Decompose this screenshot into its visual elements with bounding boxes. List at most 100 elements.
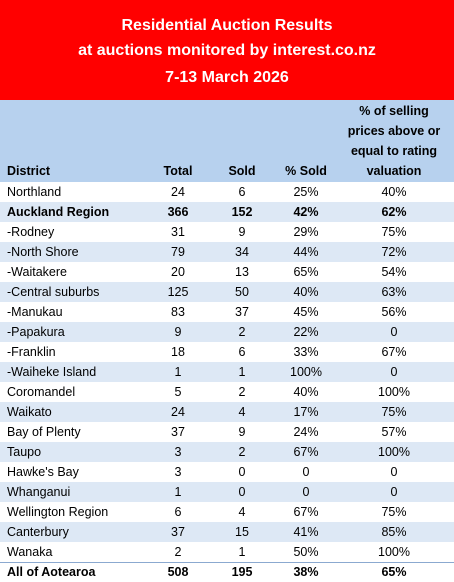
cell-total: 79	[171, 245, 185, 259]
cell-total: 9	[174, 325, 182, 339]
cell-total: 1	[174, 365, 182, 379]
cell-district: Waikato	[7, 405, 52, 419]
cell-district: Hawke's Bay	[7, 465, 79, 479]
cell-valuation: 85%	[381, 525, 407, 539]
cell-valuation: 40%	[381, 185, 407, 199]
cell-pct-sold: 42%	[293, 205, 319, 219]
cell-valuation: 100%	[378, 445, 410, 459]
cell-pct-sold: 0	[302, 485, 310, 499]
cell-district: Coromandel	[7, 385, 76, 399]
column-header-district: District	[7, 164, 51, 178]
table-row: -Franklin 18 6 33% 67%	[0, 342, 454, 362]
table-row: -Waitakere 20 13 65% 54%	[0, 262, 454, 282]
cell-sold: 1	[238, 365, 246, 379]
cell-total: 1	[174, 485, 182, 499]
cell-pct-sold: 45%	[293, 305, 319, 319]
cell-valuation: 72%	[381, 245, 407, 259]
cell-district: Wellington Region	[7, 505, 109, 519]
cell-sold: 2	[238, 385, 246, 399]
totals-district: All of Aotearoa	[7, 565, 96, 579]
cell-pct-sold: 40%	[293, 385, 319, 399]
column-header-valuation: % of selling prices above or equal to ra…	[338, 101, 450, 181]
cell-district: -North Shore	[7, 245, 79, 259]
totals-pct-sold: 38%	[293, 565, 319, 579]
valuation-header-line: valuation	[366, 164, 422, 178]
table-row: -Papakura 9 2 22% 0	[0, 322, 454, 342]
cell-valuation: 100%	[378, 545, 410, 559]
cell-district: Auckland Region	[7, 205, 110, 219]
cell-sold: 6	[238, 185, 246, 199]
column-header-pct-sold: % Sold	[285, 164, 327, 178]
cell-district: Whanganui	[7, 485, 71, 499]
table-row: Wellington Region 6 4 67% 75%	[0, 502, 454, 522]
cell-total: 2	[174, 545, 182, 559]
cell-total: 125	[167, 285, 189, 299]
valuation-header-line: equal to rating	[350, 144, 438, 158]
cell-sold: 0	[238, 485, 246, 499]
cell-valuation: 75%	[381, 405, 407, 419]
cell-district: Canterbury	[7, 525, 69, 539]
cell-sold: 34	[235, 245, 249, 259]
cell-valuation: 75%	[381, 225, 407, 239]
table-row: Waikato 24 4 17% 75%	[0, 402, 454, 422]
table-row: Whanganui 1 0 0 0	[0, 482, 454, 502]
valuation-header-line: prices above or	[347, 124, 441, 138]
cell-total: 83	[171, 305, 185, 319]
cell-sold: 2	[238, 445, 246, 459]
cell-total: 6	[174, 505, 182, 519]
cell-district: -Rodney	[7, 225, 55, 239]
cell-district: -Manukau	[7, 305, 63, 319]
table-row: Canterbury 37 15 41% 85%	[0, 522, 454, 542]
cell-pct-sold: 29%	[293, 225, 319, 239]
cell-pct-sold: 100%	[290, 365, 322, 379]
totals-total: 508	[167, 565, 189, 579]
cell-valuation: 0	[390, 325, 398, 339]
valuation-header-line: % of selling	[359, 104, 429, 118]
totals-sold: 195	[231, 565, 253, 579]
table-row: Northland 24 6 25% 40%	[0, 182, 454, 202]
table-row: -Central suburbs 125 50 40% 63%	[0, 282, 454, 302]
cell-district: Northland	[7, 185, 62, 199]
cell-valuation: 75%	[381, 505, 407, 519]
table-row: -North Shore 79 34 44% 72%	[0, 242, 454, 262]
table-row: Auckland Region 366 152 42% 62%	[0, 202, 454, 222]
cell-total: 37	[171, 425, 185, 439]
table-row: -Rodney 31 9 29% 75%	[0, 222, 454, 242]
cell-pct-sold: 40%	[293, 285, 319, 299]
cell-sold: 152	[231, 205, 253, 219]
table-row: Hawke's Bay 3 0 0 0	[0, 462, 454, 482]
cell-sold: 0	[238, 465, 246, 479]
table-body: Northland 24 6 25% 40% Auckland Region 366 152 4…	[0, 182, 454, 562]
cell-sold: 4	[238, 405, 246, 419]
cell-sold: 37	[235, 305, 249, 319]
cell-pct-sold: 22%	[293, 325, 319, 339]
table-row: Taupo 3 2 67% 100%	[0, 442, 454, 462]
cell-sold: 1	[238, 545, 246, 559]
cell-sold: 15	[235, 525, 249, 539]
cell-sold: 4	[238, 505, 246, 519]
cell-pct-sold: 24%	[293, 425, 319, 439]
column-header-sold: Sold	[228, 164, 256, 178]
cell-valuation: 100%	[378, 385, 410, 399]
cell-total: 24	[171, 185, 185, 199]
cell-total: 3	[174, 445, 182, 459]
cell-sold: 6	[238, 345, 246, 359]
cell-sold: 9	[238, 225, 246, 239]
cell-total: 20	[171, 265, 185, 279]
cell-district: -Papakura	[7, 325, 65, 339]
cell-district: -Waitakere	[7, 265, 67, 279]
cell-district: -Waiheke Island	[7, 365, 97, 379]
title-banner: Residential Auction Results at auctions …	[0, 0, 454, 100]
table-header: District Total Sold % Sold % of selling …	[0, 100, 454, 182]
cell-total: 37	[171, 525, 185, 539]
totals-row: All of Aotearoa 508 195 38% 65%	[0, 562, 454, 582]
cell-district: -Central suburbs	[7, 285, 100, 299]
table-row: Coromandel 5 2 40% 100%	[0, 382, 454, 402]
cell-sold: 2	[238, 325, 246, 339]
subtitle-line: at auctions monitored by interest.co.nz	[78, 42, 376, 59]
cell-valuation: 0	[390, 485, 398, 499]
date-range: 7-13 March 2026	[165, 69, 289, 86]
column-header-total: Total	[163, 164, 193, 178]
cell-pct-sold: 50%	[293, 545, 319, 559]
cell-valuation: 0	[390, 465, 398, 479]
